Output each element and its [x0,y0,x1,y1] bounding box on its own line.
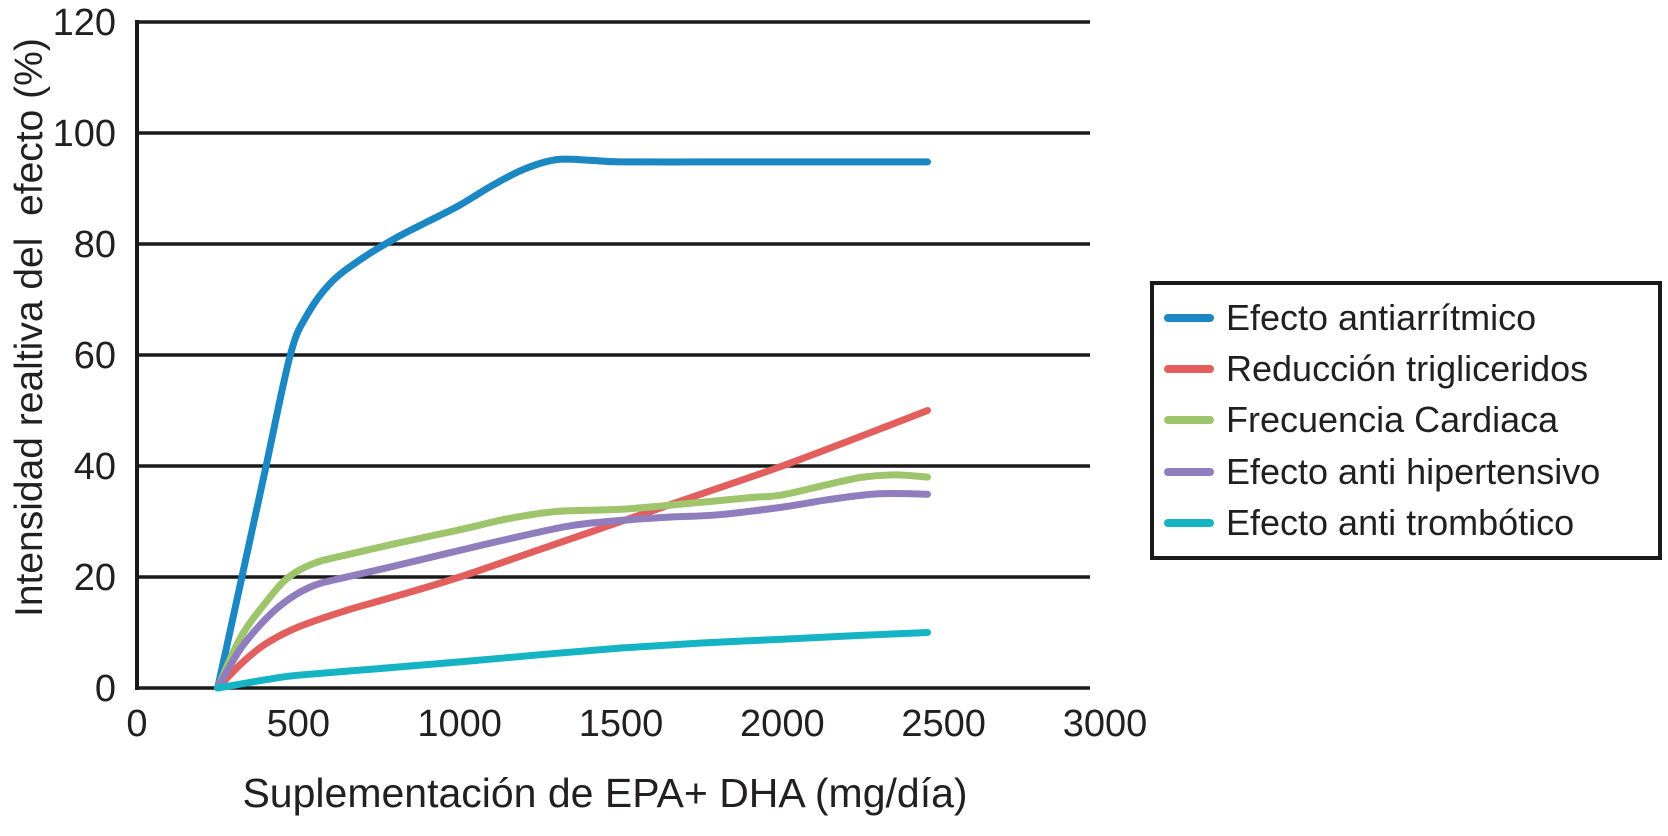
legend-label: Reducción trigliceridos [1226,348,1589,390]
x-tick-label-3000: 3000 [1063,703,1148,745]
legend-swatch-icon [1164,518,1214,527]
series-line-0 [214,155,931,692]
y-tick-label-80: 80 [74,224,116,266]
legend-item-3: Efecto anti hipertensivo [1154,450,1658,492]
y-tick-label-0: 0 [95,668,116,710]
legend-item-0: Efecto antiarrítmico [1154,300,1658,336]
series-line-4 [214,629,931,692]
legend-item-1: Reducción trigliceridos [1154,351,1658,387]
legend-swatch-icon [1164,467,1214,476]
y-tick-label-20: 20 [74,557,116,599]
series-line-2 [214,471,931,692]
legend-item-2: Frecuencia Cardiaca [1154,402,1658,438]
legend-item-4: Efecto anti trombótico [1154,501,1658,543]
y-tick-label-100: 100 [53,113,116,155]
y-tick-label-120: 120 [53,2,116,44]
x-tick-label-1000: 1000 [417,703,502,745]
legend-swatch-icon [1164,314,1214,323]
legend-label: Efecto antiarrítmico [1226,297,1537,339]
series-line-3 [214,489,931,692]
x-tick-label-2500: 2500 [901,703,986,745]
x-axis-title: Suplementación de EPA+ DHA (mg/día) [242,770,968,816]
x-tick-label-1500: 1500 [579,703,664,745]
x-tick-label-2000: 2000 [740,703,825,745]
legend-label: Efecto anti trombótico [1226,501,1575,543]
legend: Efecto antiarrítmico Reducción trigliceri… [1150,281,1662,560]
x-tick-label-500: 500 [267,703,330,745]
y-tick-label-60: 60 [74,335,116,377]
y-axis-title: Intensidad realtiva del efecto (%) [8,38,51,617]
legend-swatch-icon [1164,416,1214,425]
legend-swatch-icon [1164,365,1214,374]
x-tick-label-0: 0 [126,703,147,745]
y-tick-label-40: 40 [74,446,116,488]
series-line-1 [214,407,931,692]
legend-label: Frecuencia Cardiaca [1226,399,1559,441]
legend-label: Efecto anti hipertensivo [1226,450,1601,492]
